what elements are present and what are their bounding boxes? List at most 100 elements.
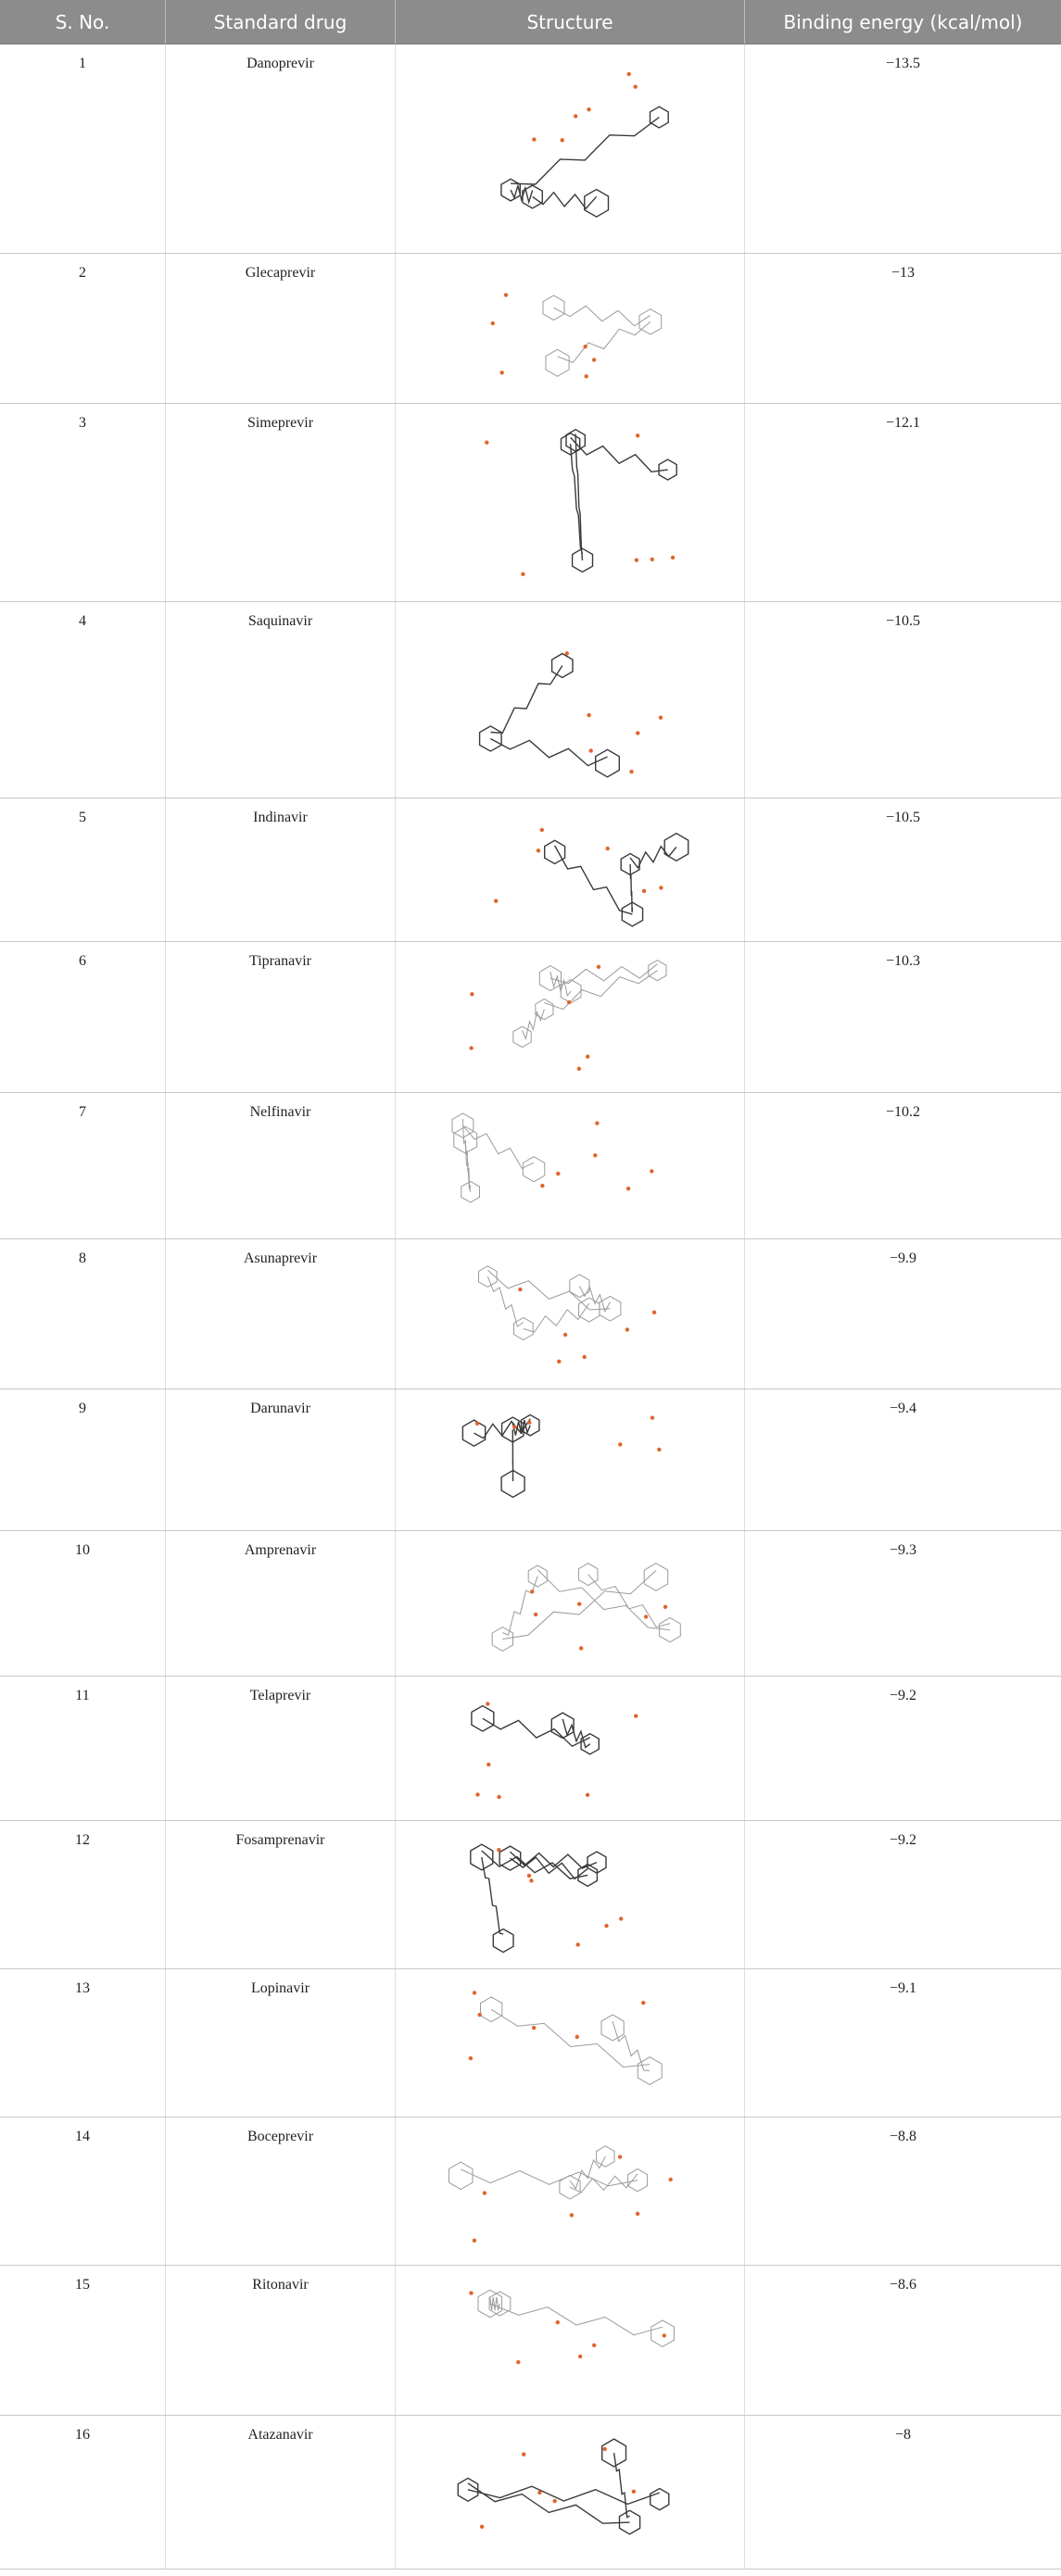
cell-structure bbox=[396, 1239, 745, 1389]
heteroatom-mark bbox=[668, 2177, 673, 2182]
table-row: 4 Saquinavir −10.5 bbox=[0, 602, 1061, 798]
chain-bond bbox=[575, 434, 584, 560]
heteroatom-mark bbox=[596, 964, 601, 969]
chain-bond bbox=[562, 1718, 591, 1749]
ring-bond bbox=[663, 832, 689, 862]
heteroatom-mark bbox=[516, 2360, 521, 2365]
chain-bond bbox=[462, 1125, 535, 1170]
heteroatom-mark bbox=[494, 898, 499, 903]
cell-drug-name: Amprenavir bbox=[166, 1531, 396, 1676]
cell-structure bbox=[396, 1531, 745, 1676]
header-binding-energy: Binding energy (kcal/mol) bbox=[783, 10, 1023, 33]
ring-bond bbox=[595, 748, 620, 778]
table-row: 7 Nelfinavir −10.2 bbox=[0, 1093, 1061, 1239]
heteroatom-mark bbox=[530, 1590, 535, 1594]
cell-s-no: 4 bbox=[0, 602, 166, 798]
ring-bond bbox=[550, 652, 574, 679]
heteroatom-mark bbox=[503, 293, 509, 297]
heteroatom-mark bbox=[582, 1354, 587, 1360]
ring-bond bbox=[520, 1414, 540, 1437]
ring-bond bbox=[648, 960, 667, 982]
ring-bond bbox=[559, 2174, 581, 2200]
chain-bond bbox=[612, 2020, 650, 2072]
cell-s-no: 8 bbox=[0, 1239, 166, 1389]
chain-bond bbox=[486, 1275, 524, 1327]
chain-bond bbox=[481, 1850, 588, 1879]
ring-bond bbox=[627, 2168, 649, 2193]
cell-drug-name: Atazanavir bbox=[166, 2416, 396, 2569]
molecule-structure-image bbox=[478, 651, 663, 778]
heteroatom-mark bbox=[490, 320, 495, 326]
heteroatom-mark bbox=[486, 1762, 491, 1767]
cell-binding-energy: −10.3 bbox=[885, 953, 921, 969]
heteroatom-mark bbox=[477, 2013, 482, 2017]
heteroatom-mark bbox=[619, 1916, 624, 1921]
heteroatom-mark bbox=[569, 2213, 575, 2218]
cell-binding-energy: −9.2 bbox=[889, 1688, 917, 1703]
heteroatom-mark bbox=[625, 1327, 630, 1332]
heteroatom-mark bbox=[633, 84, 638, 89]
molecule-structure-image bbox=[469, 960, 667, 1071]
cell-drug-name: Ritonavir bbox=[166, 2266, 396, 2415]
ring-bond bbox=[471, 1704, 495, 1732]
heteroatom-mark bbox=[518, 1287, 523, 1292]
cell-structure bbox=[396, 1093, 745, 1238]
molecule-structure-image bbox=[500, 71, 669, 218]
heteroatom-mark bbox=[636, 731, 640, 735]
chain-bond bbox=[512, 1420, 531, 1436]
chain-bond bbox=[553, 845, 633, 915]
chain-bond bbox=[629, 845, 677, 870]
heteroatom-mark bbox=[512, 1425, 517, 1429]
molecule-structure-image bbox=[470, 1843, 624, 1954]
ring-bond bbox=[478, 725, 502, 752]
table-row: 6 Tipranavir −10.3 bbox=[0, 942, 1061, 1093]
ring-bond bbox=[560, 432, 581, 456]
cell-binding-energy: −10.5 bbox=[885, 613, 921, 629]
heteroatom-mark bbox=[497, 1794, 501, 1800]
ring-bond bbox=[601, 2438, 627, 2468]
cell-s-no: 1 bbox=[0, 44, 166, 253]
heteroatom-mark bbox=[576, 1066, 582, 1071]
ring-bond bbox=[478, 1265, 498, 1288]
heteroatom-mark bbox=[593, 1153, 598, 1158]
table-row: 14 Boceprevir −8.8 bbox=[0, 2117, 1061, 2266]
chain-bond bbox=[490, 737, 608, 767]
chain-bond bbox=[532, 191, 598, 210]
chain-bond bbox=[510, 1856, 588, 1880]
ring-bond bbox=[578, 1297, 600, 1323]
table-row: 15 Ritonavir −8.6 bbox=[0, 2266, 1061, 2416]
chain-bond bbox=[490, 2008, 650, 2068]
cell-s-no: 16 bbox=[0, 2416, 166, 2569]
table-row: 12 Fosamprenavir −9.2 bbox=[0, 1821, 1061, 1969]
cell-binding-energy: −10.2 bbox=[885, 1104, 921, 1120]
heteroatom-mark bbox=[595, 1121, 600, 1125]
table-row: 5 Indinavir −10.5 bbox=[0, 798, 1061, 942]
heteroatom-mark bbox=[650, 557, 654, 562]
heteroatom-mark bbox=[604, 1923, 609, 1929]
table-body: 1 Danoprevir −13.5 2 Glecaprevir −13 3 Simeprev… bbox=[0, 44, 1061, 2570]
table-row: 11 Telaprevir −9.2 bbox=[0, 1677, 1061, 1821]
heteroatom-mark bbox=[651, 1310, 657, 1314]
table-header-row: S. No. Standard drug Structure Binding e… bbox=[0, 0, 1061, 44]
ring-bond bbox=[480, 1996, 503, 2023]
heteroatom-mark bbox=[539, 827, 544, 833]
ring-bond bbox=[500, 178, 521, 202]
ring-bond bbox=[659, 1616, 681, 1643]
heteroatom-mark bbox=[663, 1604, 668, 1609]
chain-bond bbox=[578, 1285, 611, 1313]
ring-bond bbox=[461, 1180, 480, 1203]
heteroatom-mark bbox=[605, 846, 610, 851]
cell-structure bbox=[396, 1969, 745, 2117]
heteroatom-mark bbox=[527, 1420, 532, 1425]
heteroatom-mark bbox=[485, 440, 489, 445]
heteroatom-mark bbox=[650, 1415, 655, 1420]
ring-bond bbox=[618, 2509, 641, 2535]
heteroatom-mark bbox=[617, 2155, 623, 2159]
heteroatom-mark bbox=[592, 2343, 597, 2348]
heteroatom-mark bbox=[575, 2034, 579, 2040]
ring-bond bbox=[569, 1274, 590, 1299]
table-row: 2 Glecaprevir −13 bbox=[0, 254, 1061, 404]
chain-bond bbox=[569, 2155, 606, 2190]
heteroatom-mark bbox=[482, 2191, 487, 2195]
cell-drug-name: Nelfinavir bbox=[166, 1093, 396, 1238]
